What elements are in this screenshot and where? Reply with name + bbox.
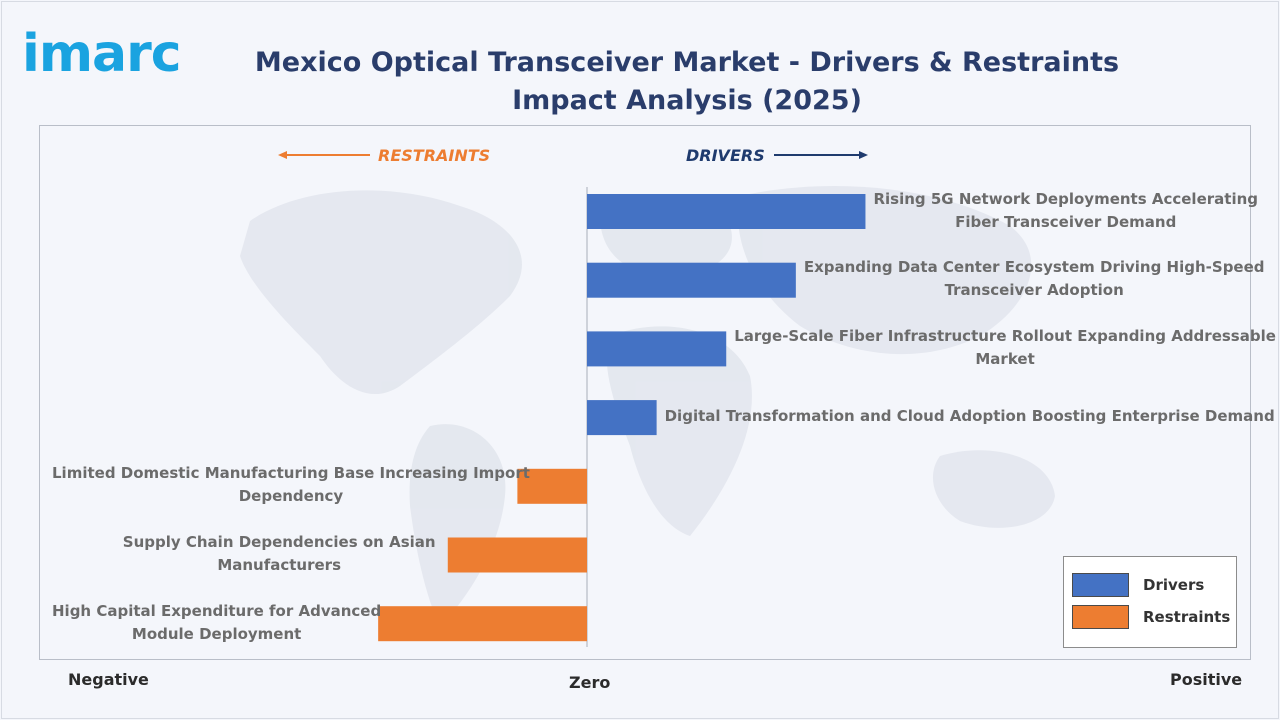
- bar-label-line: Module Deployment: [131, 624, 302, 643]
- chart-title: Mexico Optical Transceiver Market - Driv…: [254, 47, 1120, 116]
- map-south-america: [409, 424, 506, 626]
- driver-bar: [587, 331, 727, 367]
- driver-bar-label: Rising 5G Network Deployments Accelerati…: [873, 188, 1258, 234]
- bar-label-line: High Capital Expenditure for Advanced: [52, 601, 382, 620]
- driver-bar-label: Digital Transformation and Cloud Adoptio…: [665, 405, 1275, 428]
- legend-item-drivers: Drivers: [1072, 573, 1204, 597]
- driver-bar-label: Expanding Data Center Ecosystem Driving …: [804, 256, 1265, 302]
- bar-label-line: Limited Domestic Manufacturing Base Incr…: [52, 464, 530, 483]
- bar-label-line: Dependency: [238, 487, 344, 506]
- bar-label-line: Manufacturers: [217, 556, 342, 574]
- map-north-america: [240, 190, 522, 395]
- bar-label-line: Market: [975, 349, 1035, 368]
- bar-label-line: Fiber Transceiver Demand: [955, 212, 1177, 231]
- drivers-direction-label: DRIVERS: [686, 146, 765, 165]
- map-africa: [606, 326, 752, 536]
- restraint-bar: [447, 537, 587, 573]
- bar-label-line: Transceiver Adoption: [944, 281, 1124, 300]
- chart-legend: Drivers Restraints: [1063, 556, 1237, 648]
- restraint-bar-label: High Capital Expenditure for Advanced Mod…: [52, 600, 381, 646]
- driver-bar: [587, 262, 796, 298]
- restraint-bar: [378, 606, 587, 642]
- imarc-logo: imarc: [22, 24, 182, 84]
- restraint-bar: [517, 468, 587, 504]
- legend-item-restraints: Restraints: [1072, 605, 1230, 629]
- driver-bar: [587, 194, 866, 229]
- axis-negative-label: Negative: [68, 670, 149, 689]
- bar-label-line: Expanding Data Center Ecosystem Driving …: [803, 258, 1265, 277]
- restraint-bar-label: Supply Chain Dependencies on Asian Manufa…: [123, 531, 436, 577]
- map-australia: [932, 450, 1055, 528]
- bar-label-line: Rising 5G Network Deployments Accelerati…: [873, 189, 1258, 208]
- axis-positive-label: Positive: [1170, 670, 1243, 689]
- legend-label-restraints: Restraints: [1143, 608, 1231, 626]
- bar-label-line: Supply Chain Dependencies on Asian: [122, 533, 436, 551]
- legend-swatch-restraints: [1072, 605, 1129, 629]
- driver-bar: [587, 400, 657, 436]
- bar-label-line: Large-Scale Fiber Infrastructure Rollout…: [734, 326, 1276, 345]
- axis-zero-label: Zero: [569, 673, 611, 692]
- legend-swatch-drivers: [1072, 573, 1129, 597]
- legend-label-drivers: Drivers: [1143, 576, 1205, 594]
- restraints-direction-label: RESTRAINTS: [378, 146, 491, 165]
- restraint-bar-label: Limited Domestic Manufacturing Base Incr…: [52, 462, 530, 508]
- bar-label-line: Digital Transformation and Cloud Adoptio…: [664, 407, 1275, 426]
- driver-bar-label: Large-Scale Fiber Infrastructure Rollout…: [734, 325, 1276, 371]
